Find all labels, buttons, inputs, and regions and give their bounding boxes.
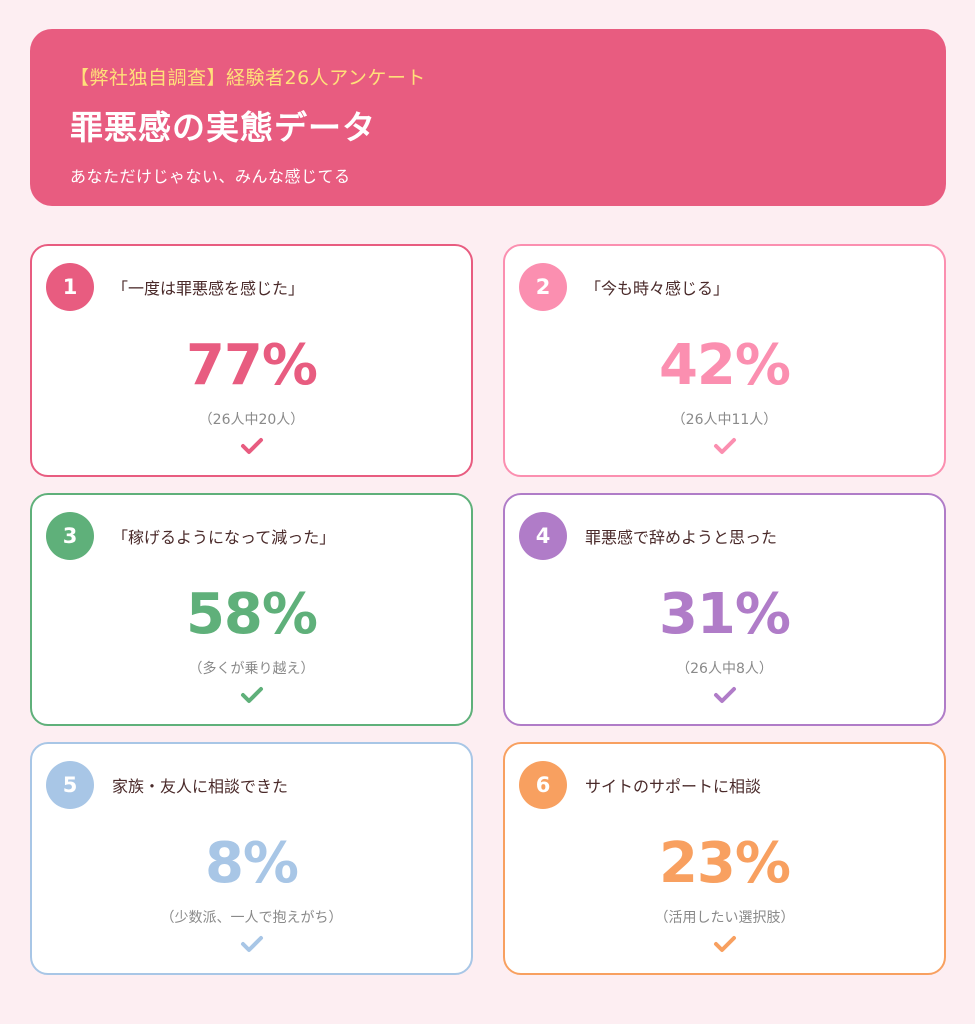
stat-card-5: 5 家族・友人に相談できた 8% （少数派、一人で抱えがち）	[30, 742, 473, 975]
number-badge: 6	[519, 761, 567, 809]
stat-label: 「今も時々感じる」	[585, 279, 730, 298]
stat-note: （少数派、一人で抱えがち）	[160, 910, 343, 926]
stat-note: （26人中20人）	[198, 412, 305, 428]
check-icon	[241, 687, 263, 703]
number-badge: 3	[46, 512, 94, 560]
stat-note: （多くが乗り越え）	[188, 661, 315, 677]
stat-label: 罪悪感で辞めようと思った	[585, 528, 778, 547]
header-banner: 【弊社独自調査】経験者26人アンケート 罪悪感の実態データ あなただけじゃない、…	[30, 29, 946, 206]
stat-label: 「一度は罪悪感を感じた」	[112, 279, 305, 298]
stat-card-2: 2 「今も時々感じる」 42% （26人中11人）	[503, 244, 946, 477]
stat-percent: 58%	[185, 582, 318, 647]
stat-card-1: 1 「一度は罪悪感を感じた」 77% （26人中20人）	[30, 244, 473, 477]
stat-label: 家族・友人に相談できた	[112, 777, 289, 796]
number-badge: 4	[519, 512, 567, 560]
stat-note: （26人中11人）	[671, 412, 778, 428]
check-icon	[241, 438, 263, 454]
stat-percent: 8%	[204, 831, 299, 896]
stat-card-4: 4 罪悪感で辞めようと思った 31% （26人中8人）	[503, 493, 946, 726]
survey-eyebrow: 【弊社独自調査】経験者26人アンケート	[70, 67, 426, 89]
page-title: 罪悪感の実態データ	[70, 108, 376, 147]
stat-card-3: 3 「稼げるようになって減った」 58% （多くが乗り越え）	[30, 493, 473, 726]
number-badge: 2	[519, 263, 567, 311]
page-subtitle: あなただけじゃない、みんな感じてる	[70, 167, 351, 186]
stat-note: （26人中8人）	[676, 661, 773, 677]
stat-label: サイトのサポートに相談	[585, 777, 762, 796]
number-badge: 5	[46, 761, 94, 809]
stat-percent: 23%	[658, 831, 791, 896]
stat-percent: 42%	[658, 333, 791, 398]
number-badge: 1	[46, 263, 94, 311]
check-icon	[714, 687, 736, 703]
stat-note: （活用したい選択肢）	[654, 910, 795, 926]
stat-card-6: 6 サイトのサポートに相談 23% （活用したい選択肢）	[503, 742, 946, 975]
check-icon	[714, 936, 736, 952]
stat-label: 「稼げるようになって減った」	[112, 528, 336, 547]
stat-percent: 77%	[185, 333, 318, 398]
stat-percent: 31%	[658, 582, 791, 647]
check-icon	[241, 936, 263, 952]
check-icon	[714, 438, 736, 454]
